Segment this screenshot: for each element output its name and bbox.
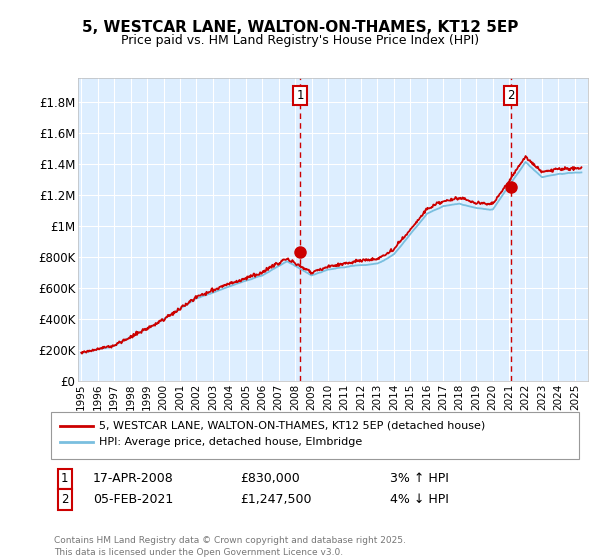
Text: 1: 1: [296, 89, 304, 102]
Text: 3% ↑ HPI: 3% ↑ HPI: [390, 472, 449, 486]
Text: 1: 1: [61, 472, 68, 486]
Text: 5, WESTCAR LANE, WALTON-ON-THAMES, KT12 5EP (detached house): 5, WESTCAR LANE, WALTON-ON-THAMES, KT12 …: [99, 421, 485, 431]
Text: HPI: Average price, detached house, Elmbridge: HPI: Average price, detached house, Elmb…: [99, 437, 362, 447]
Text: 5, WESTCAR LANE, WALTON-ON-THAMES, KT12 5EP: 5, WESTCAR LANE, WALTON-ON-THAMES, KT12 …: [82, 20, 518, 35]
Text: Price paid vs. HM Land Registry's House Price Index (HPI): Price paid vs. HM Land Registry's House …: [121, 34, 479, 46]
Text: 2: 2: [507, 89, 514, 102]
Text: £1,247,500: £1,247,500: [240, 493, 311, 506]
Text: Contains HM Land Registry data © Crown copyright and database right 2025.
This d: Contains HM Land Registry data © Crown c…: [54, 536, 406, 557]
Text: 2: 2: [61, 493, 68, 506]
Text: 05-FEB-2021: 05-FEB-2021: [93, 493, 173, 506]
Text: £830,000: £830,000: [240, 472, 300, 486]
Text: 4% ↓ HPI: 4% ↓ HPI: [390, 493, 449, 506]
Text: 17-APR-2008: 17-APR-2008: [93, 472, 174, 486]
